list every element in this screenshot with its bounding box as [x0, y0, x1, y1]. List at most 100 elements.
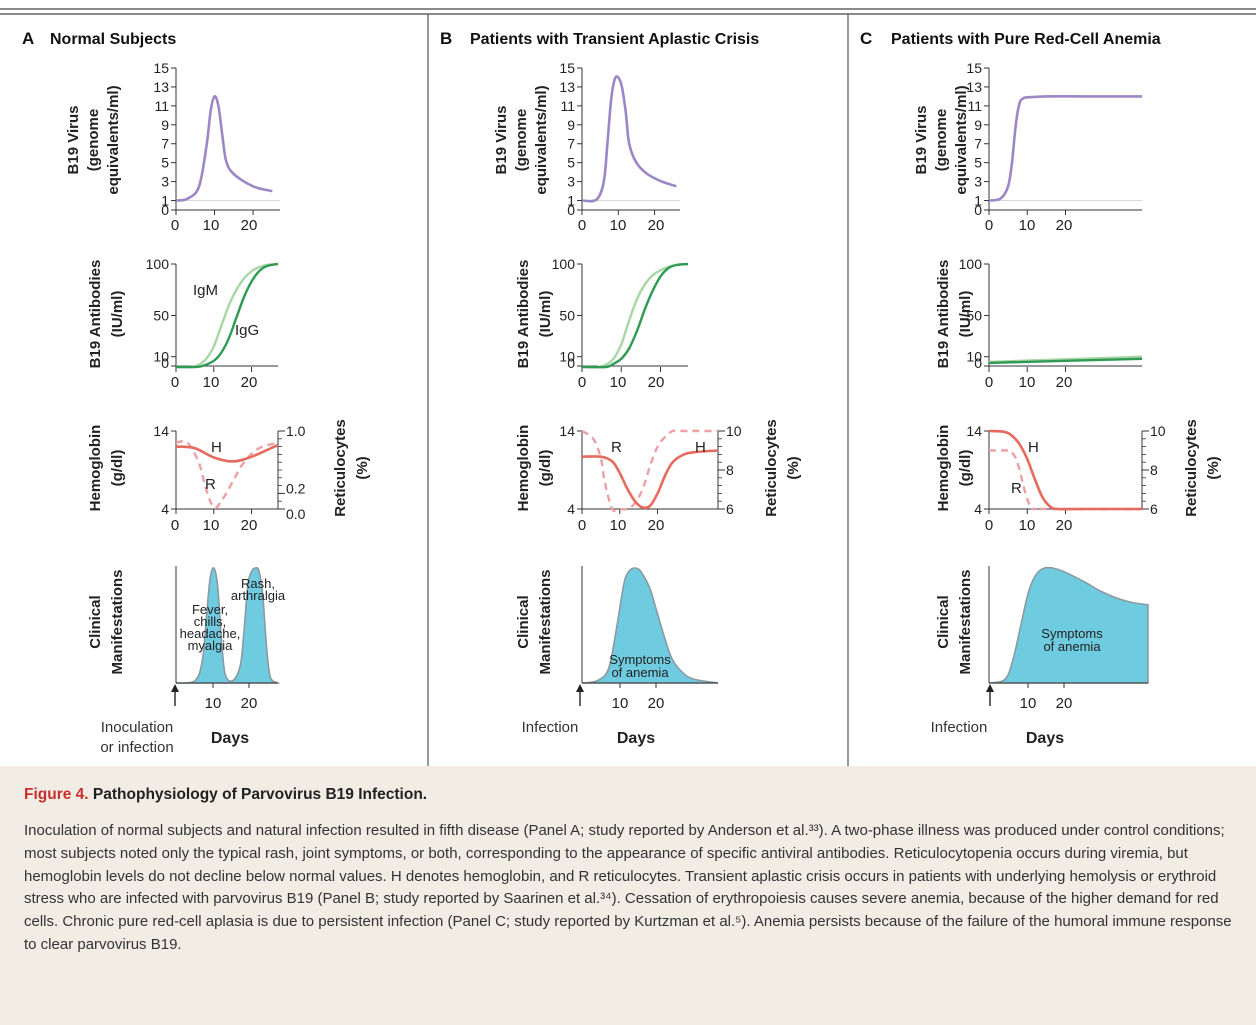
antibody-ylabel: B19 Antibodies [87, 260, 104, 369]
annotation-rash: arthralgia [231, 588, 286, 603]
y-tick-label: 100 [959, 256, 983, 272]
virus-ylabel: equivalents/ml) [533, 85, 550, 194]
x-tick-label: 0 [171, 374, 179, 391]
x-tick-label: 10 [610, 517, 627, 534]
hemoglobin-plot: 14 4 10 8 6 0 10 20 H R Hemoglobin (g/dl) Reticulocy… [515, 419, 802, 534]
reticulocyte-ylabel: (%) [785, 456, 802, 479]
right-tick-label: 0.2 [286, 480, 306, 496]
virus-line [581, 75, 677, 203]
clinical-plot: 10 20 Clinical Manifestations Fever,chills,h… [87, 566, 286, 756]
hemoglobin-ylabel: Hemoglobin [935, 425, 952, 512]
x-tick-label: 10 [1019, 374, 1036, 391]
clinical-ylabel: Clinical [515, 595, 532, 648]
x-tick-label: 10 [203, 217, 220, 234]
annotation-fever: chills, [194, 614, 227, 629]
annotation-anemia: Symptoms [609, 652, 671, 667]
y-tick-label: 5 [161, 155, 169, 171]
y-tick-label: 3 [161, 174, 169, 190]
igm-line [175, 262, 279, 369]
panel-letter: B [440, 29, 452, 48]
y-tick-label: 1 [161, 193, 169, 209]
reticulocyte-ylabel: Reticulocytes [763, 419, 780, 517]
clinical-ylabel: Manifestations [957, 569, 974, 674]
x-tick-label: 0 [578, 217, 586, 234]
y-tick-label: 15 [966, 60, 982, 76]
x-tick-label: 10 [610, 217, 627, 234]
igg-line [581, 262, 689, 369]
x-tick-label: 0 [171, 217, 179, 234]
reticulocyte-line [175, 440, 279, 510]
y-tick-label: 14 [153, 423, 169, 439]
clinical-ylabel: Manifestations [109, 569, 126, 674]
x-tick-label: 0 [985, 374, 993, 391]
y-tick-label: 9 [974, 117, 982, 133]
hemoglobin-ylabel: Hemoglobin [87, 425, 104, 512]
y-tick-label: 7 [567, 136, 575, 152]
x-tick-label: 20 [241, 695, 258, 712]
y-tick-label: 13 [966, 79, 982, 95]
clinical-ylabel: Clinical [87, 595, 104, 648]
reticulocyte-ylabel: (%) [1205, 456, 1222, 479]
y-tick-label: 7 [974, 136, 982, 152]
igm-label: IgM [193, 282, 218, 299]
x-tick-label: 10 [1019, 217, 1036, 234]
y-tick-label: 13 [559, 79, 575, 95]
right-tick-label: 8 [726, 462, 734, 478]
hemoglobin-ylabel: (g/dl) [537, 450, 554, 487]
r-label: R [1011, 480, 1022, 497]
y-tick-label: 0 [161, 355, 169, 371]
y-tick-label: 3 [567, 174, 575, 190]
antibody-ylabel: B19 Antibodies [515, 260, 532, 369]
hemoglobin-plot: 14 4 1.0 0.2 0.0 0 10 20 H R Hemoglobin (g/dl) Retic… [87, 419, 371, 534]
y-tick-label: 9 [161, 117, 169, 133]
infection-arrowhead [576, 684, 584, 692]
x-tick-label: 20 [648, 374, 665, 391]
y-tick-label: 0 [567, 202, 575, 218]
infection-label: Inoculation [101, 719, 174, 736]
y-tick-label: 100 [552, 256, 576, 272]
annotation-fever: Fever, [192, 602, 228, 617]
y-tick-label: 7 [161, 136, 169, 152]
y-tick-label: 50 [559, 308, 575, 324]
panel-B: B Patients with Transient Aplastic Crisis… [440, 29, 802, 747]
y-tick-label: 100 [146, 256, 170, 272]
virus-ylabel: B19 Virus [65, 106, 82, 175]
x-tick-label: 20 [1056, 374, 1073, 391]
caption-body: Inoculation of normal subjects and natur… [24, 822, 1232, 953]
y-tick-label: 14 [966, 423, 982, 439]
infection-label: Infection [522, 719, 579, 736]
y-tick-label: 10 [153, 349, 169, 365]
y-tick-label: 0 [974, 202, 982, 218]
infection-label: or infection [100, 739, 173, 756]
days-label: Days [617, 730, 655, 747]
annotation-anemia: of anemia [1043, 639, 1101, 654]
h-label: H [1028, 439, 1039, 456]
annotation-rash: Rash, [241, 576, 275, 591]
reticulocyte-line [988, 449, 1142, 511]
antibody-ylabel: (IU/ml) [957, 291, 974, 338]
caption-title-text: Pathophysiology of Parvovirus B19 Infect… [92, 786, 428, 803]
hemoglobin-ylabel: (g/dl) [957, 450, 974, 487]
panel-title: Patients with Pure Red-Cell Anemia [891, 31, 1161, 48]
caption-box: Figure 4. Pathophysiology of Parvovirus … [0, 766, 1256, 1025]
r-label: R [205, 476, 216, 493]
y-tick-label: 5 [567, 155, 575, 171]
virus-ylabel: equivalents/ml) [105, 85, 122, 194]
hemoglobin-ylabel: Hemoglobin [515, 425, 532, 512]
y-tick-label: 11 [967, 98, 982, 114]
right-tick-label: 8 [1150, 462, 1158, 478]
y-tick-label: 14 [559, 423, 575, 439]
right-tick-label: 10 [726, 423, 742, 439]
x-tick-label: 0 [578, 374, 586, 391]
y-tick-label: 1 [974, 193, 982, 209]
r-label: R [611, 439, 622, 456]
x-tick-label: 20 [1056, 217, 1073, 234]
